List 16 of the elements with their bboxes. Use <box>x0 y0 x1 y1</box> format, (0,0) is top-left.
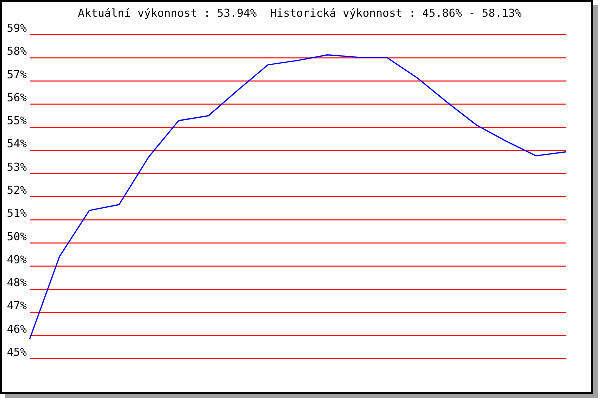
chart-title: Aktuální výkonnost : 53.94% Historická výkonnost : 45.86% - 58.13% <box>78 7 522 20</box>
y-tick-label: 46% <box>7 322 28 336</box>
y-tick-label: 51% <box>7 207 28 220</box>
y-tick-label: 53% <box>7 160 28 174</box>
y-tick-label: 54% <box>7 138 28 151</box>
y-tick-label: 45% <box>7 346 28 360</box>
y-tick-label: 52% <box>7 184 28 198</box>
y-tick-label: 58% <box>7 45 28 58</box>
y-tick-label: 49% <box>7 253 28 266</box>
y-tick-label: 55% <box>7 114 28 128</box>
y-tick-label: 47% <box>7 300 28 313</box>
y-tick-label: 48% <box>7 276 28 290</box>
y-tick-label: 50% <box>7 230 28 244</box>
y-tick-label: 57% <box>7 68 28 82</box>
y-tick-label: 59% <box>7 22 28 36</box>
y-tick-label: 56% <box>7 91 28 104</box>
